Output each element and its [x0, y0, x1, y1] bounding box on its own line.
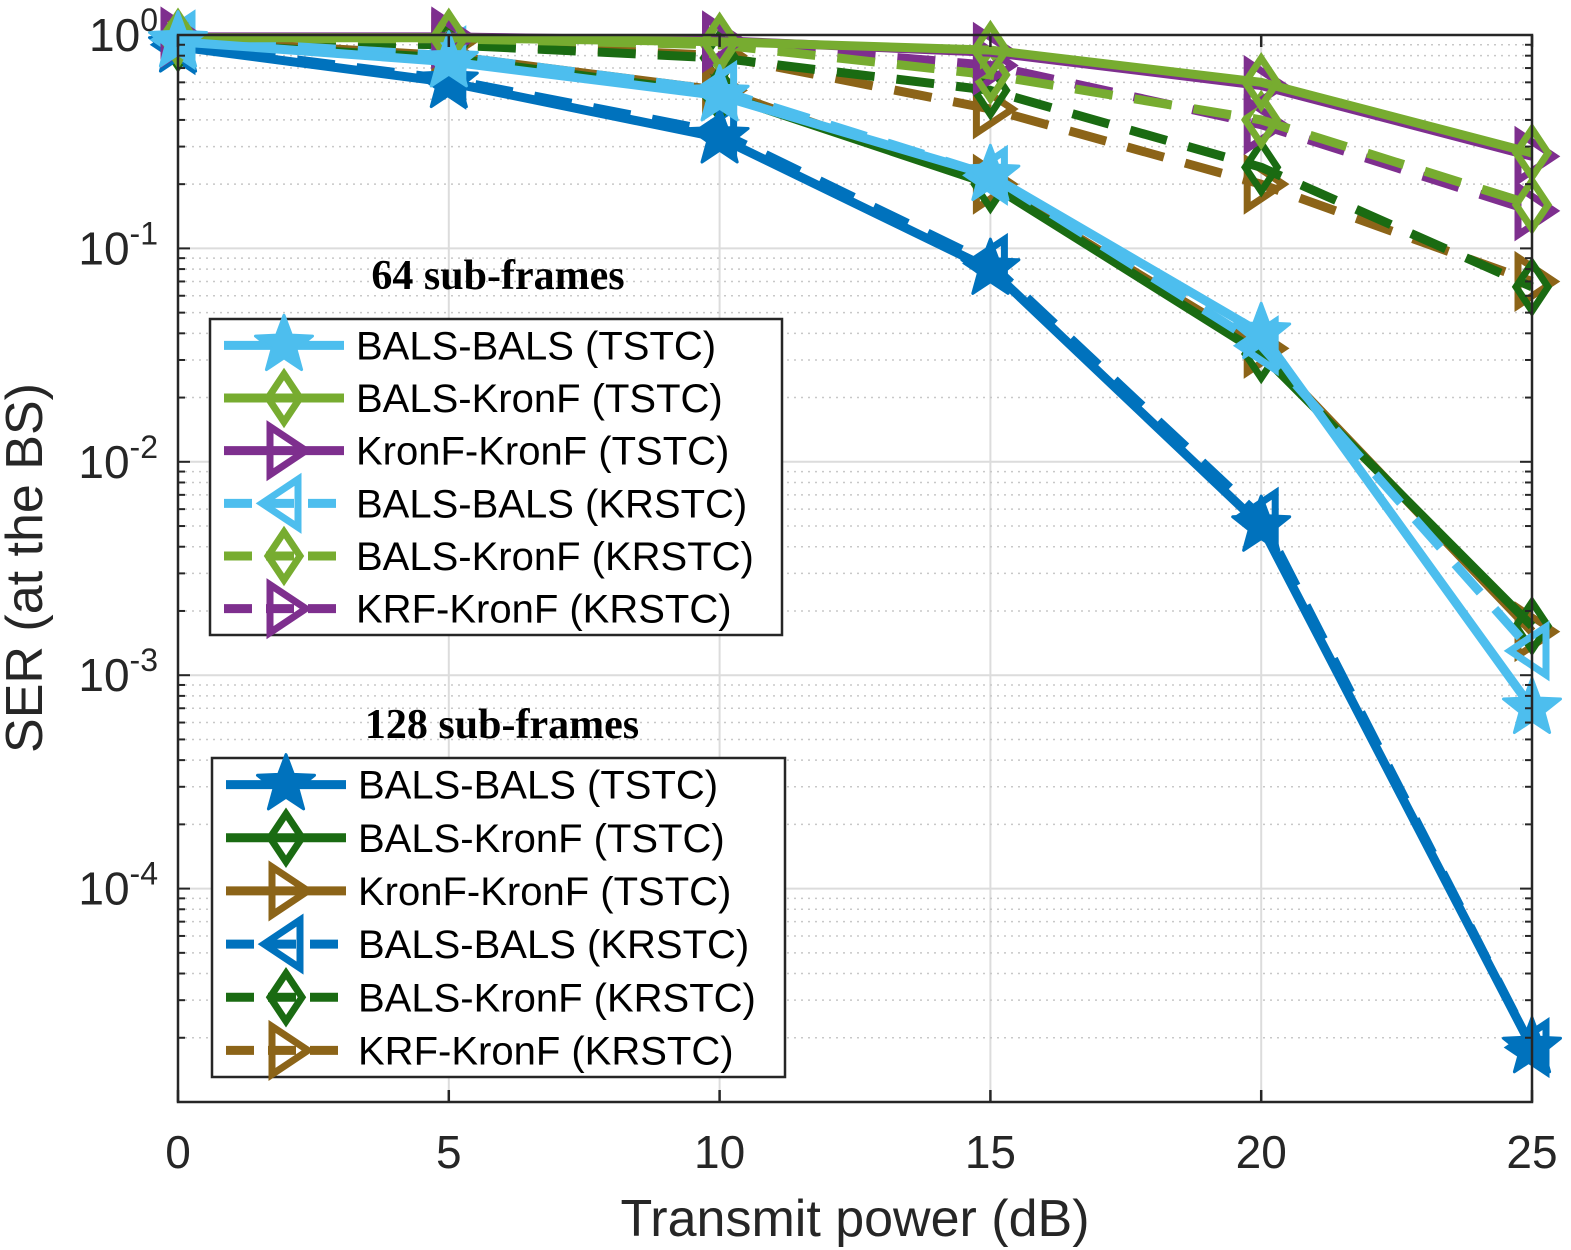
legend-label: BALS-KronF (TSTC)	[358, 817, 725, 861]
series-line	[177, 42, 1536, 1050]
legend-entry: KronF-KronF (TSTC)	[226, 860, 731, 922]
series-point	[689, 64, 750, 122]
legend-group-title: 64 sub-frames	[371, 253, 624, 299]
legend-marker-swatch	[268, 1019, 315, 1081]
legend-marker-swatch	[265, 966, 307, 1028]
legend-marker-swatch	[257, 913, 304, 975]
legend-marker-swatch	[256, 753, 316, 811]
legend-label: BALS-BALS (TSTC)	[356, 324, 716, 368]
legend-group-0: 64 sub-frames BALS-BALS (TSTC) BALS-KronF …	[208, 253, 784, 640]
legend-entry: BALS-BALS (TSTC)	[226, 753, 718, 811]
legend-marker-swatch	[266, 420, 313, 482]
legend-entry: BALS-KronF (TSTC)	[224, 367, 723, 429]
legend-label: BALS-KronF (KRSTC)	[356, 535, 754, 579]
legend-marker-swatch	[254, 313, 314, 372]
series-line	[178, 34, 1534, 210]
legend-label: KRF-KronF (KRSTC)	[358, 1029, 734, 1073]
x-tick-label: 10	[694, 1126, 745, 1178]
legend-marker-swatch	[266, 578, 313, 640]
legend-marker-swatch	[263, 367, 305, 429]
legend-label: KRF-KronF (KRSTC)	[356, 588, 732, 632]
legend-entry: BALS-KronF (KRSTC)	[224, 525, 754, 587]
series-point	[689, 106, 750, 164]
legend-group-title: 128 sub-frames	[365, 702, 639, 748]
ticks: 0 5 10 15 20 25 100 10-1 10-2 10-3 10-4	[78, 2, 1557, 1178]
legend-entry: BALS-BALS (TSTC)	[224, 313, 716, 372]
series-point	[960, 143, 1021, 202]
x-tick-label: 15	[965, 1126, 1016, 1178]
legends: 64 sub-frames BALS-BALS (TSTC) BALS-KronF …	[208, 253, 787, 1081]
legend-marker-swatch	[265, 807, 307, 869]
legend-label: BALS-BALS (TSTC)	[358, 764, 718, 808]
legend-label: BALS-BALS (KRSTC)	[356, 482, 747, 526]
series-point	[418, 50, 479, 109]
legend-marker-swatch	[255, 472, 302, 534]
legend-label: BALS-KronF (KRSTC)	[358, 976, 756, 1020]
x-tick-label: 25	[1506, 1126, 1557, 1178]
legend-entry: BALS-BALS (KRSTC)	[224, 472, 747, 534]
legend-entry: KRF-KronF (KRSTC)	[226, 1019, 734, 1081]
x-tick-label: 0	[165, 1126, 191, 1178]
series-line	[178, 33, 1534, 158]
legend-entry: BALS-KronF (TSTC)	[226, 807, 725, 869]
plot-frame	[176, 33, 1534, 1104]
series-point	[970, 19, 1011, 81]
y-tick-label: 10-1	[78, 215, 158, 274]
series-line	[177, 33, 1534, 216]
y-tick-label: 10-4	[78, 856, 158, 915]
legend-marker-swatch	[268, 860, 315, 922]
x-tick-label: 20	[1236, 1126, 1287, 1178]
legend-label: BALS-BALS (KRSTC)	[358, 923, 749, 967]
series-line	[177, 37, 1536, 711]
series-point	[1231, 494, 1292, 552]
series-point	[418, 30, 479, 88]
y-axis-title: SER (at the BS)	[0, 383, 54, 753]
series-point	[960, 237, 1021, 295]
series-point	[1231, 301, 1292, 360]
series-line	[177, 36, 1534, 292]
series-layer	[148, 6, 1562, 1079]
legend-entry: BALS-KronF (KRSTC)	[226, 966, 756, 1028]
series-point	[1503, 620, 1550, 682]
series-point	[1240, 52, 1282, 113]
legend-label: BALS-KronF (TSTC)	[356, 377, 723, 421]
x-tick-label: 5	[436, 1126, 462, 1178]
legend-marker-swatch	[263, 525, 305, 587]
y-tick-label: 10-2	[78, 429, 158, 488]
x-axis-title: Transmit power (dB)	[620, 1190, 1089, 1248]
legend-group-1: 128 sub-frames BALS-BALS (TSTC) BALS-KronF…	[210, 702, 787, 1081]
legend-box	[210, 756, 787, 1079]
series-point	[1240, 89, 1282, 151]
legend-entry: KRF-KronF (KRSTC)	[224, 578, 732, 640]
legend-box	[208, 317, 784, 637]
legend-entry: BALS-BALS (KRSTC)	[226, 913, 749, 975]
legend-label: KronF-KronF (TSTC)	[356, 430, 729, 474]
y-tick-label: 10-3	[78, 642, 158, 701]
series-point	[1240, 136, 1282, 198]
series-line	[177, 34, 1534, 286]
y-tick-label: 100	[89, 2, 158, 61]
legend-entry: KronF-KronF (TSTC)	[224, 420, 729, 482]
legend-label: KronF-KronF (TSTC)	[358, 870, 731, 914]
